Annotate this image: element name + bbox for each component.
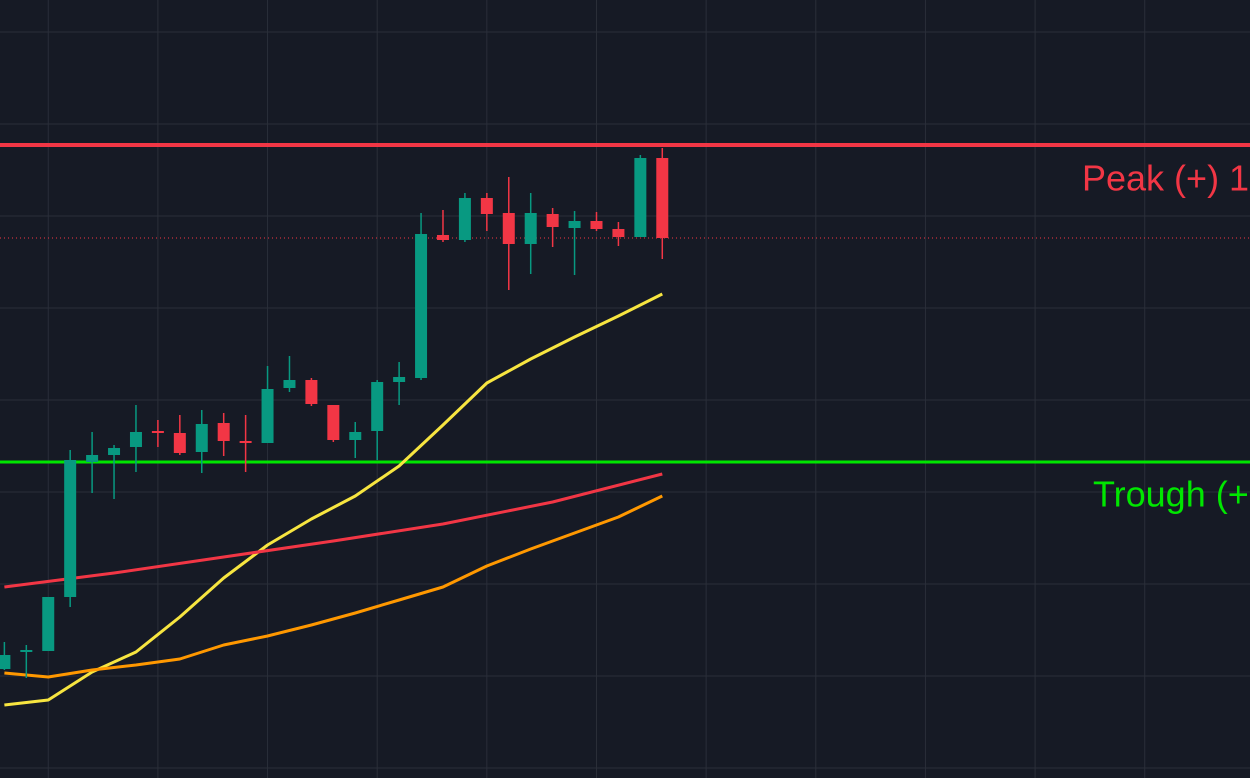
candle-body <box>568 221 581 228</box>
candle-body <box>393 377 406 382</box>
candle-body <box>546 214 559 227</box>
candle-body <box>458 198 471 240</box>
candle-body <box>283 380 296 388</box>
ma-line <box>4 472 663 589</box>
candle-body <box>0 655 11 669</box>
candle-body <box>42 597 55 651</box>
candle-body <box>86 455 99 462</box>
candle-body <box>327 405 340 440</box>
candle-body <box>305 380 318 404</box>
candle-body <box>239 441 252 443</box>
level-label: Trough (+ <box>1093 474 1249 515</box>
candle-body <box>524 213 537 244</box>
candle-body <box>480 198 493 214</box>
candle-body <box>20 650 33 652</box>
candle-body <box>217 423 230 441</box>
candle-body <box>195 424 208 452</box>
candle-body <box>349 432 362 440</box>
candle-body <box>371 382 384 431</box>
candle-body <box>502 213 515 244</box>
ma-line <box>4 494 663 679</box>
candle-body <box>108 448 121 455</box>
candle-body <box>129 432 142 447</box>
candle-body <box>612 229 625 237</box>
candle-body <box>64 460 77 597</box>
candle-body <box>634 158 647 237</box>
candle-body <box>590 221 603 229</box>
candle-body <box>656 158 669 238</box>
ma-line <box>4 292 663 707</box>
candle-body <box>436 235 449 240</box>
level-label: Peak (+) 1 <box>1082 158 1249 199</box>
candle-body <box>415 234 428 378</box>
candle-body <box>151 431 164 433</box>
candle-body <box>173 433 186 453</box>
candle-body <box>261 389 274 443</box>
